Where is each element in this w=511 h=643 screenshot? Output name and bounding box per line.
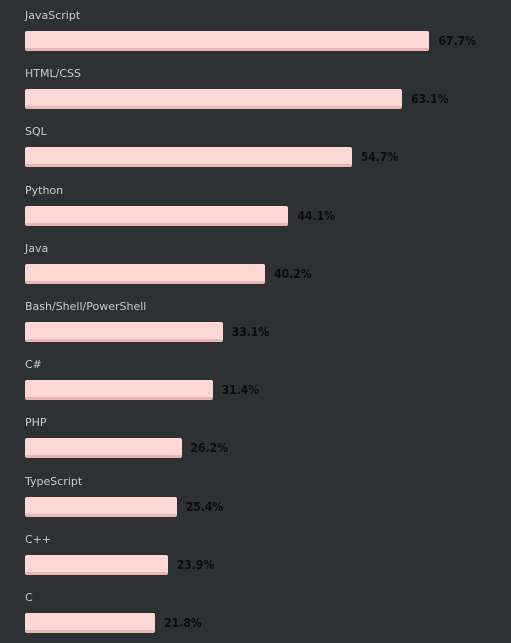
category-label: C# [25, 358, 42, 372]
category-label: Java [25, 241, 49, 255]
bar [25, 496, 177, 517]
category-label: PHP [25, 416, 47, 430]
bar [25, 147, 352, 168]
category-label: C [25, 591, 33, 604]
value-label: 33.1% [231, 325, 270, 339]
value-label: 54.7% [360, 150, 399, 165]
category-label: TypeScript [25, 474, 83, 488]
value-label: 44.1% [297, 208, 335, 223]
category-label: JavaScript [25, 9, 81, 22]
category-label: C++ [25, 532, 52, 546]
value-label: 21.8% [164, 616, 202, 630]
bar [25, 89, 402, 110]
bar [25, 31, 430, 51]
bar [25, 613, 156, 633]
category-label: Python [25, 183, 64, 197]
bar [25, 205, 289, 226]
value-label: 63.1% [410, 92, 449, 107]
value-label: 31.4% [221, 383, 260, 398]
bar [25, 554, 168, 575]
value-label: 40.2% [274, 266, 312, 281]
bar [25, 380, 213, 401]
value-label: 67.7% [438, 34, 476, 48]
value-label: 25.4% [185, 499, 224, 514]
value-label: 26.2% [190, 441, 228, 456]
category-label: HTML/CSS [25, 67, 81, 81]
bar [25, 438, 182, 459]
category-label: Bash/Shell/PowerShell [25, 300, 147, 313]
bar [25, 263, 266, 284]
value-label: 23.9% [176, 557, 215, 572]
category-label: SQL [25, 125, 47, 139]
bar [25, 322, 223, 342]
